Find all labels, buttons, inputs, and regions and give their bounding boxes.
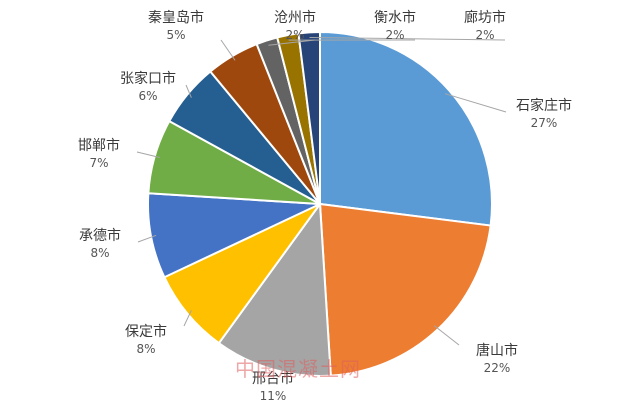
pie-slice: [297, 30, 321, 205]
leader-line: [433, 325, 460, 346]
leader-lines-layer: [136, 37, 507, 374]
slice-value-label: 22%: [484, 361, 511, 375]
slice-value-label: 27%: [531, 116, 558, 130]
slice-label: 唐山市: [476, 342, 518, 359]
leader-line: [273, 363, 312, 374]
pie-slice: [217, 201, 332, 377]
slice-value-label: 11%: [260, 389, 287, 403]
slice-value-label: 6%: [138, 89, 157, 103]
labels-layer: 石家庄市 27% 唐山市 22% 邢台市 11% 保定市 8% 承德市 8% 邯郸市 7% 张家口市 6%…: [78, 9, 572, 403]
slice-label: 邢台市: [252, 370, 294, 387]
watermark-text: 中国混凝土网: [235, 357, 361, 381]
leader-line: [185, 84, 192, 98]
leader-line: [183, 310, 192, 327]
slice-label: 张家口市: [120, 70, 176, 87]
slices-layer: [147, 30, 493, 377]
leader-line: [220, 39, 236, 61]
slice-value-label: 5%: [166, 28, 185, 42]
slice-value-label: 2%: [285, 28, 304, 42]
leader-line: [309, 37, 506, 41]
slice-value-label: 2%: [385, 28, 404, 42]
slice-label: 承德市: [79, 227, 121, 244]
leader-line: [444, 93, 507, 113]
slice-value-label: 8%: [136, 342, 155, 356]
slice-value-label: 8%: [90, 246, 109, 260]
slice-label: 保定市: [125, 323, 167, 340]
slice-value-label: 2%: [475, 28, 494, 42]
slice-label: 秦皇岛市: [148, 9, 204, 26]
slice-label: 邯郸市: [78, 137, 120, 154]
slice-label: 廊坊市: [464, 9, 506, 26]
slice-label: 石家庄市: [516, 97, 572, 114]
leader-line: [136, 151, 160, 158]
slice-value-label: 7%: [89, 156, 108, 170]
leader-line: [137, 234, 157, 243]
slice-label: 衡水市: [374, 9, 416, 26]
pie-slice: [319, 30, 493, 227]
leader-line: [268, 39, 316, 46]
pie-slice: [318, 202, 492, 377]
slice-label: 沧州市: [274, 9, 316, 26]
